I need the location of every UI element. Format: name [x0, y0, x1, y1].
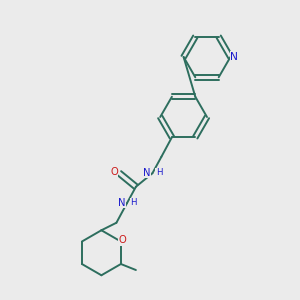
- Text: N: N: [143, 168, 151, 178]
- Text: N: N: [118, 198, 125, 208]
- Text: H: H: [130, 198, 137, 207]
- Text: O: O: [118, 235, 126, 245]
- Text: N: N: [230, 52, 238, 62]
- Text: O: O: [110, 167, 118, 177]
- Text: H: H: [156, 168, 162, 177]
